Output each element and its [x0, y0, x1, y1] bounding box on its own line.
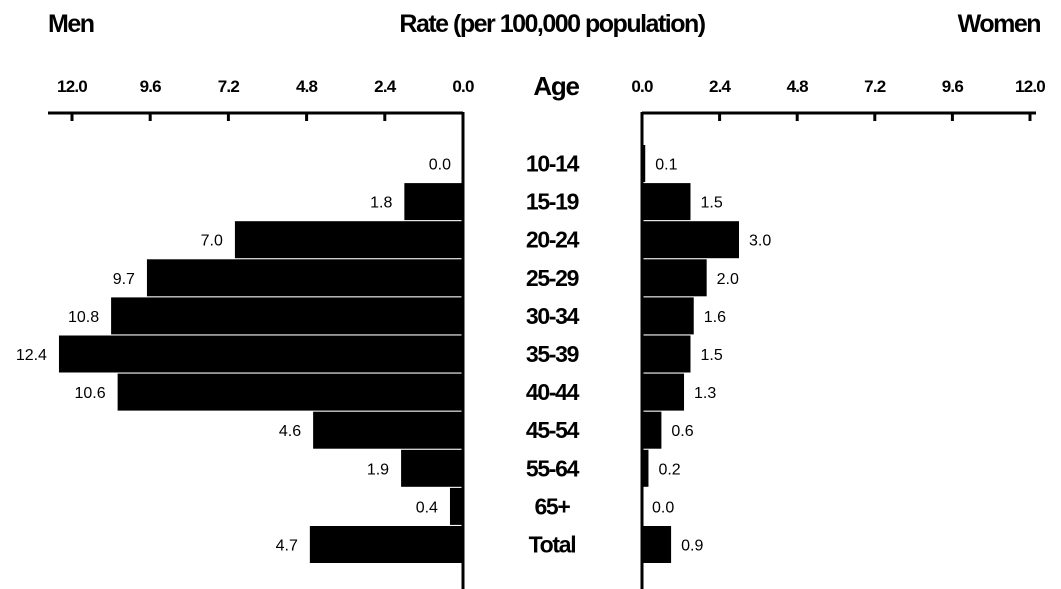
men-tick-label: 12.0: [57, 77, 87, 96]
age-group-label: 65+: [534, 493, 570, 519]
men-panel-title: Men: [48, 10, 94, 38]
women-bars: [642, 145, 739, 563]
men-bar: [146, 259, 464, 297]
men-value-labels: 0.0 1.8 7.0 9.7 10.8 12.4 10.6 4.6 1.9 0.4 4.7: [16, 157, 451, 555]
men-value-label: 9.7: [113, 271, 135, 288]
women-value-label: 3.0: [749, 233, 771, 250]
women-bar: [642, 449, 649, 487]
women-tick-label: 4.8: [787, 77, 809, 96]
women-tick-label: 7.2: [864, 77, 886, 96]
age-group-label: Total: [529, 532, 576, 558]
women-value-label: 0.1: [655, 157, 677, 174]
women-bar: [642, 297, 694, 335]
women-value-label: 0.6: [671, 423, 693, 440]
women-value-label: 1.3: [694, 385, 716, 402]
women-tick-label: 2.4: [709, 77, 732, 96]
women-value-label: 1.5: [701, 195, 723, 212]
men-value-label: 4.7: [276, 538, 298, 555]
men-bar: [309, 526, 463, 563]
age-column-header: Age: [533, 71, 579, 101]
age-group-label: 30-34: [526, 303, 580, 329]
women-tick-label: 0.0: [631, 77, 653, 96]
women-bar: [642, 335, 691, 373]
women-value-label: 0.9: [681, 538, 703, 555]
men-tick-label: 9.6: [140, 77, 162, 96]
women-value-label: 1.5: [701, 347, 723, 364]
women-tick-label: 9.6: [942, 77, 964, 96]
men-bars: [58, 183, 464, 563]
chart-title: Rate (per 100,000 population): [399, 10, 705, 38]
women-bar: [642, 526, 672, 563]
men-value-label: 10.6: [74, 385, 105, 402]
women-bar: [642, 411, 662, 449]
age-group-label: 35-39: [526, 341, 579, 367]
age-group-label: 15-19: [526, 189, 579, 215]
men-value-label: 7.0: [201, 233, 223, 250]
age-group-label: 45-54: [526, 417, 580, 443]
age-group-label: 20-24: [526, 227, 580, 253]
men-bar: [449, 487, 463, 525]
men-bar: [58, 335, 463, 373]
women-bar: [642, 373, 685, 411]
age-group-label: 25-29: [526, 265, 579, 291]
men-tick-label: 7.2: [218, 77, 240, 96]
men-bar: [404, 183, 463, 221]
age-group-label: 40-44: [526, 379, 580, 405]
women-panel-title: Women: [958, 10, 1041, 38]
men-value-label: 4.6: [279, 423, 301, 440]
men-value-label: 12.4: [16, 347, 47, 364]
men-value-label: 1.8: [370, 195, 392, 212]
men-bar: [117, 373, 463, 411]
age-group-label: 55-64: [526, 455, 580, 481]
men-tick-label: 4.8: [296, 77, 318, 96]
men-value-label: 0.4: [416, 499, 438, 516]
women-tick-label: 12.0: [1015, 77, 1045, 96]
men-bar: [234, 221, 463, 259]
men-value-label: 0.0: [429, 157, 451, 174]
men-bar: [313, 411, 463, 449]
women-value-label: 0.2: [658, 461, 680, 478]
men-bar: [401, 449, 463, 487]
women-bar: [642, 145, 646, 182]
women-value-label: 2.0: [717, 271, 739, 288]
men-tick-label: 2.4: [374, 77, 397, 96]
women-bar: [642, 259, 707, 297]
women-bar: [642, 183, 691, 221]
women-value-label: 1.6: [704, 309, 726, 326]
age-group-label: 10-14: [526, 151, 580, 177]
men-value-label: 1.9: [367, 461, 389, 478]
women-bar: [642, 221, 739, 259]
age-group-labels: 10-14 15-19 20-24 25-29 30-34 35-39 40-44 45-54…: [526, 151, 581, 558]
men-value-label: 10.8: [68, 309, 99, 326]
men-bar: [111, 297, 463, 335]
women-value-label: 0.0: [652, 499, 674, 516]
men-tick-label: 0.0: [452, 77, 474, 96]
women-value-labels: 0.1 1.5 3.0 2.0 1.6 1.5 1.3 0.6 0.2 0.0 0.9: [652, 157, 771, 555]
